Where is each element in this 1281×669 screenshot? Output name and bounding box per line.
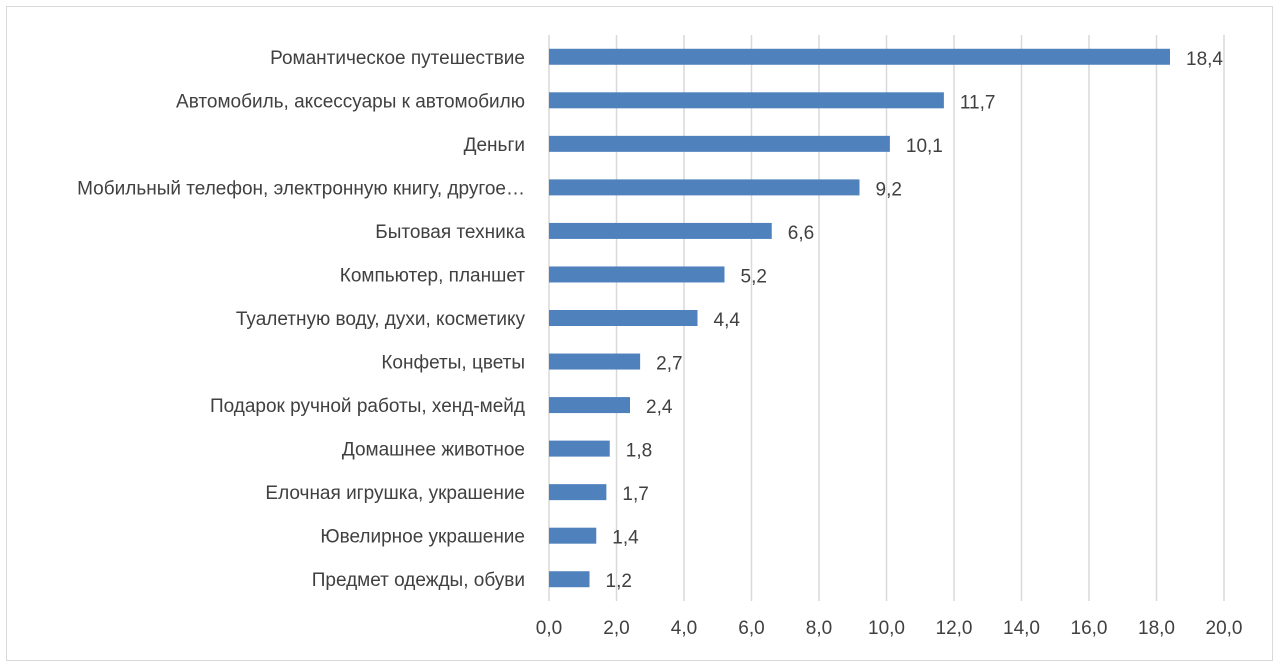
bar [549,135,890,152]
bars [549,48,1170,588]
category-label: Предмет одежды, обуви [312,570,525,591]
category-label: Романтическое путешествие [270,48,525,69]
data-label: 6,6 [788,223,814,244]
category-label: Деньги [464,135,525,156]
data-label: 2,4 [646,397,673,418]
x-axis-tick-labels: 0,0 2,0 4,0 6,0 8,0 10,0 12,0 14,0 16,0 18,0 20,0 [536,618,1243,639]
data-label: 1,2 [606,571,632,592]
category-label: Мобильный телефон, электронную книгу, др… [77,178,525,199]
x-tick-label: 10,0 [868,618,905,639]
x-tick-label: 2,0 [603,618,629,639]
bar [549,266,725,283]
data-label: 11,7 [960,92,996,113]
category-label: Автомобиль, аксессуары к автомобилю [176,91,525,112]
bar [549,222,772,239]
category-label: Бытовая техника [375,222,525,243]
bar [549,484,607,501]
x-tick-label: 4,0 [671,618,697,639]
horizontal-bar-chart: Романтическое путешествие Автомобиль, акс… [77,35,1243,639]
x-tick-label: 20,0 [1206,618,1243,639]
category-label: Туалетную воду, духи, косметику [236,309,526,330]
bar [549,48,1170,65]
bar [549,179,860,196]
x-tick-label: 14,0 [1003,618,1040,639]
category-labels: Романтическое путешествие Автомобиль, акс… [77,48,525,591]
data-label: 4,4 [714,310,741,331]
data-label: 1,7 [622,484,648,505]
category-label: Конфеты, цветы [381,353,525,374]
chart-frame: Романтическое путешествие Автомобиль, акс… [6,6,1273,661]
data-label: 5,2 [741,266,767,287]
data-label: 1,8 [626,441,652,462]
bar [549,440,610,457]
gridlines [548,35,1225,601]
bar [549,527,597,544]
data-label: 10,1 [906,136,943,157]
category-label: Подарок ручной работы, хенд-мейд [210,396,525,417]
bar [549,571,590,588]
x-tick-label: 0,0 [536,618,562,639]
data-label: 9,2 [876,179,902,200]
bar [549,397,630,414]
bar [549,353,641,370]
category-label: Домашнее животное [342,440,525,461]
x-tick-label: 18,0 [1138,618,1175,639]
data-label: 18,4 [1186,49,1223,70]
bar [549,92,944,109]
bar [549,310,698,326]
x-tick-label: 8,0 [806,618,832,639]
x-tick-label: 16,0 [1071,618,1108,639]
data-label: 2,7 [656,354,682,375]
data-labels: 18,4 11,7 10,1 9,2 6,6 5,2 4,4 2,7 2,4 1,8 1,7 1,4 1… [606,49,1224,592]
data-label: 1,4 [612,528,639,549]
category-label: Елочная игрушка, украшение [265,483,525,504]
x-tick-label: 12,0 [936,618,973,639]
x-tick-label: 6,0 [738,618,764,639]
category-label: Компьютер, планшет [340,265,526,286]
category-label: Ювелирное украшение [320,527,525,548]
